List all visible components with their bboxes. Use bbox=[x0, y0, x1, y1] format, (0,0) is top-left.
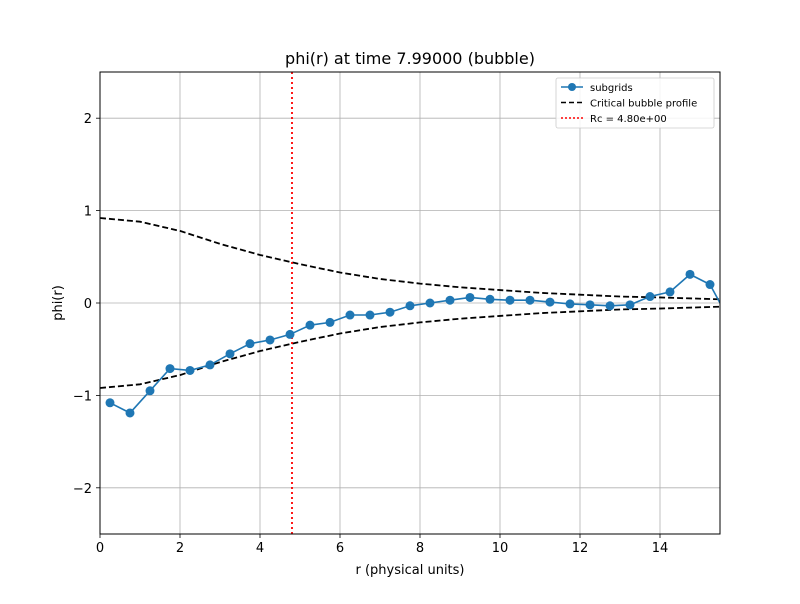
x-tick-label: 12 bbox=[572, 541, 589, 556]
subgrids-point bbox=[325, 317, 335, 327]
subgrids-point bbox=[305, 320, 315, 330]
subgrids-point bbox=[545, 297, 555, 307]
legend-box bbox=[555, 77, 715, 129]
legend: subgrids Critical bubble profile Rc = 4.80… bbox=[555, 77, 715, 129]
x-tick-label: 10 bbox=[492, 541, 509, 556]
x-tick-label: 0 bbox=[96, 541, 104, 556]
legend-label: Critical bubble profile bbox=[590, 99, 697, 110]
subgrids-point bbox=[225, 349, 235, 359]
x-tick-label: 2 bbox=[176, 541, 184, 556]
subgrids-point bbox=[665, 287, 675, 297]
subgrids-point bbox=[605, 301, 615, 311]
subgrids-point bbox=[345, 310, 355, 320]
subgrids-point bbox=[445, 295, 455, 305]
subgrids-point bbox=[465, 292, 475, 302]
y-axis-label: phi(r) bbox=[51, 285, 66, 321]
subgrids-point bbox=[125, 408, 135, 418]
subgrids-point bbox=[405, 301, 415, 311]
subgrids-point bbox=[245, 339, 255, 349]
subgrids-point bbox=[525, 295, 535, 305]
subgrids-point bbox=[565, 299, 575, 309]
x-axis-label: r (physical units) bbox=[355, 563, 464, 578]
subgrids-point bbox=[505, 295, 515, 305]
critical-profile-line bbox=[100, 217, 720, 301]
legend-label: Rc = 4.80e+00 bbox=[590, 114, 667, 125]
x-tick-label: 14 bbox=[652, 541, 669, 556]
x-tick-label: 6 bbox=[336, 541, 344, 556]
critical-profile-line-negative bbox=[100, 305, 720, 389]
x-tick-label: 4 bbox=[256, 541, 264, 556]
subgrids-point bbox=[145, 386, 155, 396]
subgrids-point bbox=[585, 300, 595, 310]
subgrids-point bbox=[365, 310, 375, 320]
subgrids-point bbox=[285, 329, 295, 339]
subgrids-point bbox=[685, 269, 695, 279]
subgrids-point bbox=[185, 365, 195, 375]
y-tick-label: 0 bbox=[84, 297, 92, 312]
subgrids-point bbox=[165, 364, 175, 374]
y-tick-label: −2 bbox=[73, 482, 92, 497]
x-tick-label: 8 bbox=[416, 541, 424, 556]
subgrids-point bbox=[645, 292, 655, 302]
y-tick-label: 2 bbox=[84, 112, 92, 127]
subgrids-point bbox=[205, 360, 215, 370]
legend-label: subgrids bbox=[590, 83, 633, 94]
subgrids-point bbox=[625, 300, 635, 310]
subgrids-point bbox=[485, 294, 495, 304]
subgrids-point bbox=[705, 280, 715, 290]
subgrids-point bbox=[425, 298, 435, 308]
subgrids-point bbox=[385, 307, 395, 317]
subgrids-point bbox=[105, 398, 115, 408]
subgrids-point bbox=[265, 335, 275, 345]
y-tick-label: −1 bbox=[73, 389, 92, 404]
chart-title: phi(r) at time 7.99000 (bubble) bbox=[285, 49, 535, 68]
plot-content bbox=[100, 72, 720, 534]
legend-marker bbox=[568, 83, 576, 91]
y-tick-label: 1 bbox=[84, 205, 92, 220]
